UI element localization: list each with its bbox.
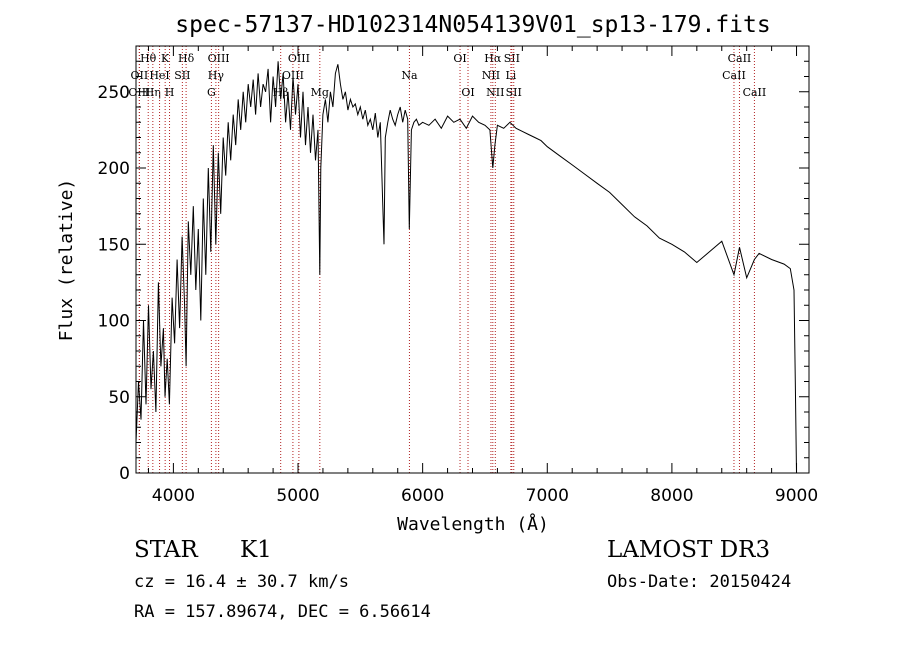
marker-label-27: CaII [743, 86, 767, 99]
marker-label-17: OI [453, 52, 466, 65]
marker-label-26: CaII [722, 69, 746, 82]
y-tick-label: 200 [98, 159, 130, 179]
y-tick-label: 0 [119, 464, 130, 484]
marker-label-0: Hθ [140, 52, 157, 65]
x-tick-label: 4000 [152, 486, 195, 506]
marker-label-6: SII [174, 69, 190, 82]
y-axis-label: Flux (relative) [56, 179, 77, 342]
x-tick-label: 6000 [401, 486, 444, 506]
radec-text: RA = 157.89674, DEC = 6.56614 [134, 602, 431, 622]
survey-label: LAMOST DR3 [607, 537, 771, 563]
x-axis-label: Wavelength (Å) [397, 513, 549, 535]
marker-label-19: Hα [484, 52, 502, 65]
marker-label-22: Li [505, 69, 516, 82]
axis-ticks: 4000 5000 6000 7000 8000 9000 0 50 100 150 200 250 [98, 46, 818, 506]
marker-label-4: HeI [149, 69, 169, 82]
x-tick-label: 5000 [276, 486, 319, 506]
marker-label-20: SII [504, 52, 520, 65]
marker-label-13: OIII [282, 69, 304, 82]
marker-label-3: Hη [145, 86, 161, 99]
marker-label-18: OI [461, 86, 474, 99]
chart-title: spec-57137-HD102314N054139V01_sp13-179.f… [175, 12, 770, 38]
object-class: STAR [134, 537, 198, 563]
y-tick-label: 250 [98, 83, 130, 103]
marker-label-8: Hδ [178, 52, 195, 65]
marker-label-11: G [207, 86, 216, 99]
x-tick-label: 8000 [650, 486, 693, 506]
redshift-text: cz = 16.4 ± 30.7 km/s [134, 572, 349, 592]
object-subclass: K1 [240, 537, 272, 563]
marker-label-21: NII [482, 69, 500, 82]
y-tick-label: 100 [98, 312, 130, 332]
marker-label-12: OIII [288, 52, 310, 65]
marker-label-10: Hγ [208, 69, 225, 82]
x-tick-label: 7000 [526, 486, 569, 506]
y-tick-label: 50 [108, 388, 130, 408]
marker-label-1: OII [131, 69, 149, 82]
marker-label-7: H [165, 86, 175, 99]
marker-label-23: NII [486, 86, 504, 99]
marker-label-5: K [161, 52, 170, 65]
obs-date: Obs-Date: 20150424 [607, 572, 792, 592]
marker-label-24: SII [506, 86, 522, 99]
plot-frame [135, 45, 810, 474]
marker-label-9: OIII [208, 52, 230, 65]
x-tick-label: 9000 [775, 486, 818, 506]
marker-label-2: OIII [128, 86, 150, 99]
y-tick-label: 150 [98, 235, 130, 255]
marker-label-25: CaII [728, 52, 752, 65]
marker-label-15: Mg [311, 86, 329, 99]
spectrum-series-line [135, 61, 797, 474]
marker-label-16: Na [401, 69, 418, 82]
